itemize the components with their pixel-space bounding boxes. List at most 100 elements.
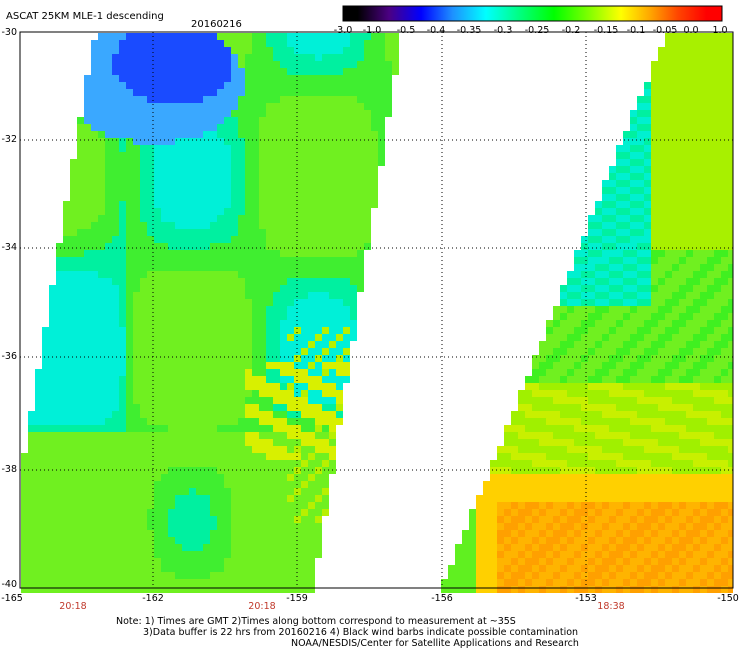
data-cell xyxy=(280,306,287,313)
data-cell xyxy=(203,159,210,166)
data-cell xyxy=(294,152,301,159)
data-cell xyxy=(147,61,154,68)
data-cell xyxy=(567,488,574,495)
data-cell xyxy=(609,180,616,187)
data-cell xyxy=(588,446,595,453)
data-cell xyxy=(133,124,140,131)
data-cell xyxy=(238,418,245,425)
data-cell xyxy=(539,516,546,523)
data-cell xyxy=(126,453,133,460)
data-cell xyxy=(322,425,329,432)
data-cell xyxy=(707,432,714,439)
data-cell xyxy=(686,341,693,348)
data-cell xyxy=(168,124,175,131)
data-cell xyxy=(175,285,182,292)
data-cell xyxy=(700,110,707,117)
data-cell xyxy=(231,208,238,215)
data-cell xyxy=(63,376,70,383)
data-cell xyxy=(119,530,126,537)
data-cell xyxy=(98,537,105,544)
data-cell xyxy=(315,152,322,159)
data-cell xyxy=(679,439,686,446)
data-cell xyxy=(280,334,287,341)
data-cell xyxy=(658,187,665,194)
data-cell xyxy=(322,460,329,467)
data-cell xyxy=(665,495,672,502)
data-cell xyxy=(609,495,616,502)
data-cell xyxy=(63,306,70,313)
data-cell xyxy=(203,61,210,68)
data-cell xyxy=(154,362,161,369)
data-cell xyxy=(91,47,98,54)
data-cell xyxy=(602,257,609,264)
data-cell xyxy=(147,89,154,96)
data-cell xyxy=(231,54,238,61)
data-cell xyxy=(259,502,266,509)
data-cell xyxy=(686,313,693,320)
data-cell xyxy=(231,173,238,180)
data-cell xyxy=(203,285,210,292)
data-cell xyxy=(196,152,203,159)
data-cell xyxy=(245,145,252,152)
data-cell xyxy=(175,292,182,299)
data-cell xyxy=(112,257,119,264)
data-cell xyxy=(308,481,315,488)
data-cell xyxy=(98,215,105,222)
data-cell xyxy=(182,138,189,145)
data-cell xyxy=(588,509,595,516)
data-cell xyxy=(560,369,567,376)
data-cell xyxy=(329,215,336,222)
data-cell xyxy=(672,439,679,446)
data-cell xyxy=(140,75,147,82)
data-cell xyxy=(210,236,217,243)
data-cell xyxy=(630,530,637,537)
data-cell xyxy=(175,495,182,502)
data-cell xyxy=(196,222,203,229)
data-cell xyxy=(217,432,224,439)
data-cell xyxy=(315,68,322,75)
data-cell xyxy=(175,327,182,334)
data-cell xyxy=(98,474,105,481)
data-cell xyxy=(196,376,203,383)
data-cell xyxy=(119,82,126,89)
data-cell xyxy=(546,488,553,495)
data-cell xyxy=(91,68,98,75)
data-cell xyxy=(28,502,35,509)
data-cell xyxy=(252,313,259,320)
data-cell xyxy=(588,299,595,306)
data-cell xyxy=(602,474,609,481)
data-cell xyxy=(714,33,721,40)
data-cell xyxy=(637,425,644,432)
data-cell xyxy=(532,502,539,509)
data-cell xyxy=(168,411,175,418)
data-cell xyxy=(294,96,301,103)
data-cell xyxy=(273,495,280,502)
data-cell xyxy=(616,341,623,348)
data-cell xyxy=(56,341,63,348)
data-cell xyxy=(147,250,154,257)
data-cell xyxy=(238,194,245,201)
data-cell xyxy=(42,334,49,341)
data-cell xyxy=(245,278,252,285)
data-cell xyxy=(98,432,105,439)
data-cell xyxy=(91,180,98,187)
data-cell xyxy=(658,369,665,376)
data-cell xyxy=(672,222,679,229)
data-cell xyxy=(301,54,308,61)
data-cell xyxy=(147,355,154,362)
data-cell xyxy=(245,327,252,334)
data-cell xyxy=(322,180,329,187)
data-cell xyxy=(728,194,733,201)
data-cell xyxy=(287,264,294,271)
data-cell xyxy=(126,264,133,271)
data-cell xyxy=(98,201,105,208)
data-cell xyxy=(161,509,168,516)
data-cell xyxy=(266,271,273,278)
data-cell xyxy=(112,362,119,369)
data-cell xyxy=(154,460,161,467)
data-cell xyxy=(266,82,273,89)
data-cell xyxy=(693,208,700,215)
data-cell xyxy=(546,467,553,474)
data-cell xyxy=(637,306,644,313)
data-cell xyxy=(126,537,133,544)
